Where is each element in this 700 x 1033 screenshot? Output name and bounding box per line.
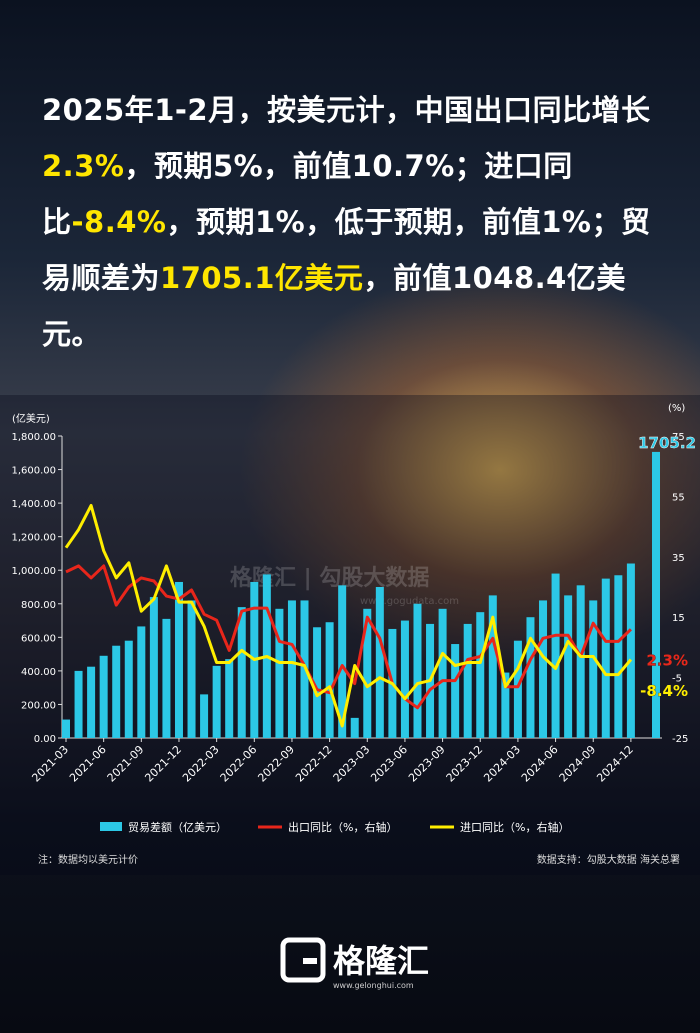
headline-segment: -8.4% (71, 205, 167, 239)
legend-label: 贸易差额（亿美元） (128, 820, 227, 834)
bar (652, 451, 660, 738)
bar (488, 595, 497, 738)
bar (601, 578, 610, 738)
bar-label: 1705.2 (638, 434, 696, 452)
bar (300, 600, 309, 738)
bar (375, 587, 384, 738)
bar (313, 627, 322, 738)
line-label: -8.4% (640, 682, 688, 700)
bar (74, 670, 83, 738)
headline-segment: ，前值1048.4亿美元。 (42, 261, 626, 351)
bar (112, 645, 121, 738)
bar (99, 655, 108, 738)
y-tick-label: 600.00 (21, 633, 56, 644)
note: 注：数据均以美元计价 (38, 853, 138, 866)
logo-icon (280, 937, 326, 983)
y2-tick-label: -5 (672, 674, 682, 685)
brand: 格隆汇 (333, 942, 429, 980)
bar (476, 612, 485, 738)
bar (626, 563, 635, 738)
y2-tick-label: 55 (672, 492, 685, 503)
bar (325, 622, 334, 738)
bar (350, 717, 359, 738)
y2-tick-label: -25 (672, 734, 688, 745)
bar (589, 600, 598, 738)
bar (513, 640, 522, 738)
line-label: 2.3% (646, 652, 688, 670)
bar (614, 575, 623, 738)
y-tick-label: 0.00 (34, 734, 56, 745)
watermark: 格隆汇 | 勾股大数据 (230, 565, 429, 591)
y-tick-label: 1,600.00 (11, 466, 56, 477)
bar (463, 623, 472, 738)
bar (275, 608, 284, 738)
bar (526, 617, 535, 738)
y2-unit: (%) (668, 403, 685, 414)
bar (87, 666, 96, 738)
bar (237, 607, 246, 738)
y-tick-label: 400.00 (21, 667, 56, 678)
bar (174, 581, 183, 738)
headline: 2025年1-2月，按美元计，中国出口同比增长 2.3%，预期5%，前值10.7%… (42, 82, 667, 362)
y-tick-label: 1,200.00 (11, 533, 56, 544)
y-tick-label: 800.00 (21, 600, 56, 611)
bar (400, 620, 409, 738)
bar (287, 600, 296, 738)
y-unit: (亿美元) (12, 412, 50, 425)
bar (338, 585, 347, 738)
bar (539, 600, 548, 738)
bar (162, 618, 171, 738)
bar (250, 581, 259, 738)
legend-label: 进口同比（%，右轴） (460, 820, 569, 834)
bar (149, 597, 158, 738)
y-tick-label: 1,000.00 (11, 566, 56, 577)
headline-segment: 2025年1-2月，按美元计，中国出口同比增长 (42, 93, 651, 127)
bar (137, 626, 146, 738)
headline-segment: ，预期1%，低于预期，前值1%；贸易顺差为 (42, 205, 651, 295)
watermark-url: www.gogudata.com (360, 596, 459, 607)
y2-tick-label: 75 (672, 432, 685, 443)
headline-segment: 2.3% (42, 149, 125, 183)
bar (551, 573, 560, 738)
bar (438, 608, 447, 738)
bar (187, 600, 196, 738)
bar (363, 608, 372, 738)
bar (124, 640, 133, 738)
headline-segment: 1705.1亿美元 (160, 261, 364, 295)
legend-swatch (100, 822, 122, 831)
bar (413, 603, 422, 738)
bar (501, 672, 510, 738)
bar (564, 595, 573, 738)
bar (576, 585, 585, 738)
bar (62, 719, 70, 738)
legend-label: 出口同比（%，右轴） (288, 820, 397, 834)
bar (451, 644, 460, 738)
bar (212, 665, 221, 738)
y2-tick-label: 15 (672, 613, 685, 624)
source: 数据支持：勾股大数据 海关总署 (537, 853, 680, 866)
bar (200, 694, 209, 738)
y2-tick-label: 35 (672, 553, 685, 564)
y-tick-label: 1,400.00 (11, 499, 56, 510)
bar (426, 623, 435, 738)
y-tick-label: 1,800.00 (11, 432, 56, 443)
headline-segment: ，预期5%，前值10.7%；进口同比 (42, 149, 573, 239)
brand-url: www.gelonghui.com (333, 981, 414, 990)
bar (225, 659, 234, 738)
y-tick-label: 200.00 (21, 700, 56, 711)
